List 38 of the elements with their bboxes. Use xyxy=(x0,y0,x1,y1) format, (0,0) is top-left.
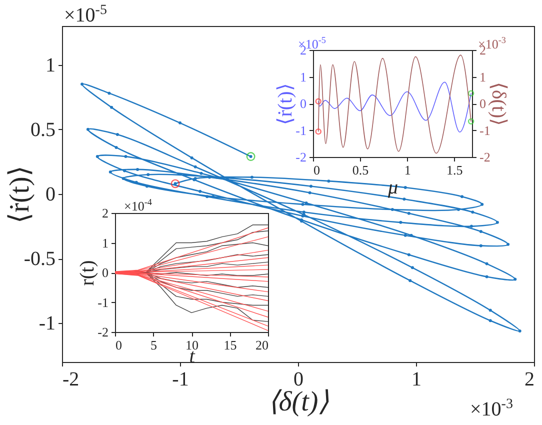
y-tick-label: 0 xyxy=(300,96,306,111)
y-tick-label: 1 xyxy=(46,54,56,76)
y-axis-title: r(t) xyxy=(76,260,98,286)
y2-tick-label: 1 xyxy=(480,69,486,84)
x-tick-label: 1 xyxy=(412,368,422,390)
y2-axis-title: ⟨δ(t)⟩ xyxy=(488,82,510,126)
y-tick-label: 0 xyxy=(102,265,108,280)
x-tick-label: 5 xyxy=(150,338,157,352)
x-tick-label: 1 xyxy=(404,162,411,178)
y-tick-label: -2 xyxy=(296,150,306,164)
y-axis-title: ⟨ṙ(t)⟩ xyxy=(274,83,296,125)
y2-tick-label: 0 xyxy=(480,96,486,111)
y-tick-label: -1 xyxy=(296,122,306,138)
x-axis-title: ⟨δ(t)⟩ xyxy=(268,386,330,418)
annotation: ×10$^{-5}$ xyxy=(64,3,107,27)
x-tick-label: 0.5 xyxy=(352,162,369,178)
x-tick-label: 1.5 xyxy=(446,162,463,178)
x-tick-label: 15 xyxy=(224,338,237,352)
x-tick-label: 0 xyxy=(314,162,320,178)
y-tick-label: 1 xyxy=(102,235,108,250)
x-tick-label: 2 xyxy=(524,368,534,390)
y-tick-label: 0.5 xyxy=(30,118,56,141)
x-tick-label: -2 xyxy=(62,368,80,390)
y-tick-label: -0.5 xyxy=(24,248,56,270)
y2-tick-label: -2 xyxy=(480,150,490,164)
annotation: ×10$^{-4}$ xyxy=(124,197,152,214)
y-axis-title: ⟨ṙ(t)⟩ xyxy=(4,166,36,224)
y-tick-label: 2 xyxy=(102,206,108,220)
y-tick-label: 1 xyxy=(300,69,306,84)
y-tick-label: 0 xyxy=(46,184,56,206)
x-tick-label: 20 xyxy=(256,338,268,352)
y-tick-label: -1 xyxy=(98,294,108,310)
x-tick-label: -1 xyxy=(172,368,189,390)
y2-tick-label: -1 xyxy=(480,122,490,138)
text: ×10$^{-3}$ xyxy=(470,397,513,421)
y-tick-label: -2 xyxy=(98,324,108,340)
x-tick-label: 0 xyxy=(116,338,122,352)
y-tick-label: -1 xyxy=(38,312,56,335)
